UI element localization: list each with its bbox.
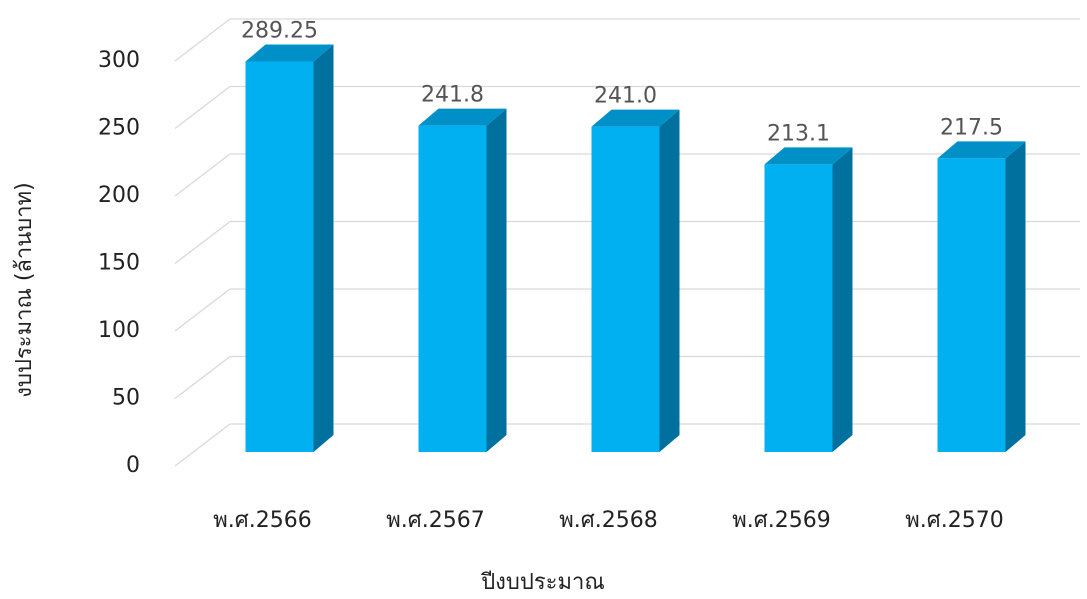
value-label: 241.8 (421, 83, 484, 108)
bar-front (418, 125, 487, 452)
bar-side (659, 109, 680, 453)
bar-top (418, 108, 507, 126)
grid-line (174, 355, 231, 400)
bar-top (937, 141, 1026, 159)
grid-line (174, 220, 231, 265)
y-tick-label: 300 (98, 48, 140, 73)
x-tick-label: พ.ศ.2566 (213, 508, 311, 533)
x-tick-label: พ.ศ.2570 (905, 508, 1003, 533)
bar-front (764, 164, 833, 452)
y-tick-label: 100 (98, 318, 140, 343)
bar-front (591, 126, 660, 453)
y-axis-title: งบประมาณ (ล้านบาท) (12, 182, 37, 397)
bar-side (1005, 141, 1026, 452)
grid-line (174, 423, 231, 467)
bar (764, 147, 853, 452)
y-tick-label: 250 (98, 116, 140, 141)
bar-front (937, 158, 1006, 452)
bar-side (832, 147, 853, 452)
grid-line (174, 153, 231, 197)
bar (245, 44, 334, 452)
value-label: 217.5 (940, 115, 1003, 140)
x-tick-label: พ.ศ.2567 (386, 508, 484, 533)
y-tick-label: 0 (126, 453, 140, 478)
y-tick-label: 50 (112, 386, 140, 411)
bar-top (245, 44, 334, 62)
grid-line (174, 85, 231, 130)
bar-side (313, 44, 334, 452)
bar-front (245, 61, 314, 452)
x-axis-title: ปีงบประมาณ (480, 570, 605, 595)
y-tick-label: 200 (98, 183, 140, 208)
bar (937, 141, 1026, 452)
value-label: 241.0 (594, 84, 657, 109)
value-label: 289.25 (241, 19, 318, 44)
bar (418, 108, 507, 452)
bar-side (486, 108, 507, 452)
grid-line (174, 18, 231, 62)
y-tick-label: 150 (98, 251, 140, 276)
bar-top (764, 147, 853, 165)
x-tick-label: พ.ศ.2568 (559, 508, 657, 533)
bar (591, 109, 680, 453)
grid-line (174, 288, 231, 332)
x-tick-label: พ.ศ.2569 (732, 508, 830, 533)
bar-top (591, 109, 680, 127)
value-label: 213.1 (767, 121, 830, 146)
